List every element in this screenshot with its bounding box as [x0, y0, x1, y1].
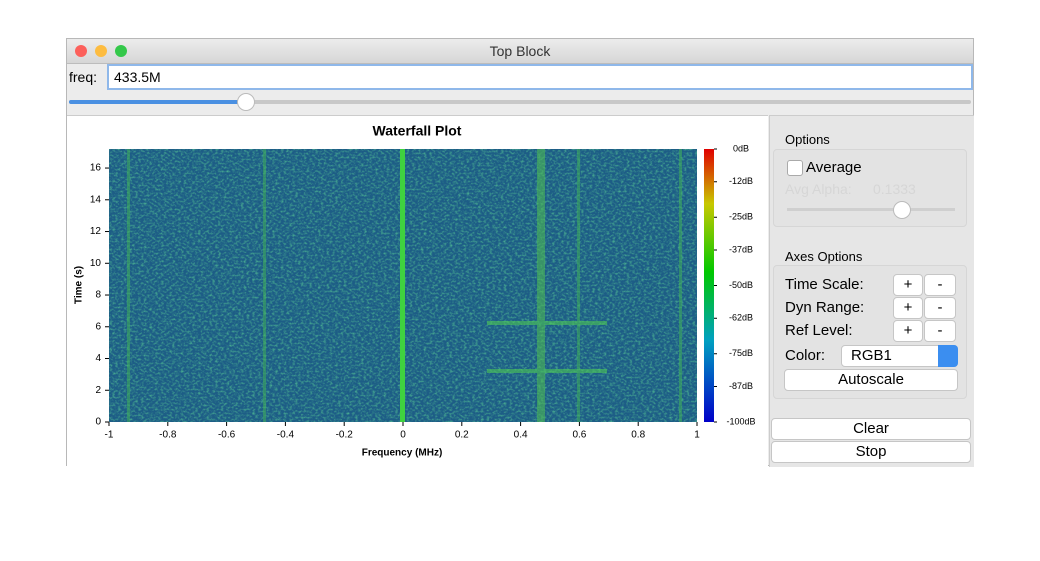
minus-button[interactable]: - — [924, 320, 956, 342]
x-tick-label: -0.6 — [218, 430, 236, 441]
y-tick-label: 14 — [90, 194, 102, 205]
x-tick-label: 1 — [694, 430, 700, 441]
signal-burst — [487, 369, 607, 373]
freq-label: freq: — [69, 69, 98, 85]
colorbar-tick-label: -62dB — [729, 313, 753, 323]
x-tick-label: -0.4 — [277, 430, 295, 441]
signal-stripe — [679, 149, 682, 422]
x-tick-label: 0.8 — [631, 430, 645, 441]
axis-option-label: Time Scale: — [785, 276, 864, 293]
color-label: Color: — [785, 347, 826, 364]
alpha-slider-knob[interactable] — [893, 201, 911, 219]
colorbar — [704, 149, 714, 422]
colorbar-tick-label: -75dB — [729, 348, 753, 358]
axis-option-label: Ref Level: — [785, 322, 853, 339]
y-tick-label: 16 — [90, 163, 102, 174]
x-tick-label: 0.4 — [514, 430, 528, 441]
colorbar-tick-label: -50dB — [729, 280, 753, 290]
color-select[interactable]: RGB1 — [841, 345, 958, 367]
signal-stripe — [263, 149, 266, 422]
plus-button[interactable]: + — [893, 274, 923, 296]
center-carrier — [400, 149, 405, 422]
colorbar-tick-label: -37dB — [729, 244, 753, 254]
slider-track — [69, 100, 971, 104]
colorbar-tick-label: -100dB — [726, 416, 755, 426]
y-tick-label: 2 — [95, 385, 101, 396]
autoscale-button[interactable]: Autoscale — [784, 369, 958, 391]
clear-button[interactable]: Clear — [771, 418, 971, 440]
title-bar: Top Block — [67, 39, 973, 64]
zoom-button[interactable] — [115, 45, 127, 57]
waterfall-signals — [127, 149, 682, 422]
signal-stripe — [537, 149, 545, 422]
plus-button[interactable]: + — [893, 297, 923, 319]
x-axis-label: Frequency (MHz) — [362, 448, 443, 459]
window-title: Top Block — [489, 43, 551, 59]
slider-fill — [69, 100, 247, 104]
alpha-slider-track — [787, 208, 955, 211]
minus-button[interactable]: - — [924, 274, 956, 296]
options-title: Options — [785, 132, 830, 147]
avg-alpha-label: Avg Alpha: — [785, 181, 852, 197]
average-label: Average — [806, 159, 862, 176]
x-tick-label: -1 — [105, 430, 114, 441]
y-tick-label: 8 — [95, 290, 101, 301]
x-tick-label: -0.2 — [336, 430, 354, 441]
y-tick-label: 4 — [95, 353, 101, 364]
colorbar-tick-label: 0dB — [733, 143, 749, 153]
x-tick-label: -0.8 — [159, 430, 177, 441]
stop-button[interactable]: Stop — [771, 441, 971, 463]
x-tick-label: 0.6 — [572, 430, 586, 441]
colorbar-tick-label: -25dB — [729, 212, 753, 222]
minus-button[interactable]: - — [924, 297, 956, 319]
x-tick-label: 0.2 — [455, 430, 469, 441]
average-checkbox[interactable] — [787, 160, 803, 176]
close-button[interactable] — [75, 45, 87, 57]
colorbar-tick-label: -87dB — [729, 381, 753, 391]
slider-knob[interactable] — [237, 93, 255, 111]
x-tick-label: 0 — [400, 430, 406, 441]
y-axis-label: Time (s) — [74, 266, 85, 304]
plus-button[interactable]: + — [893, 320, 923, 342]
signal-stripe — [577, 149, 580, 422]
y-tick-label: 6 — [95, 321, 101, 332]
avg-alpha-value: 0.1333 — [873, 181, 916, 197]
select-arrows — [938, 345, 958, 367]
plot-title: Waterfall Plot — [373, 123, 462, 139]
options-group — [773, 149, 967, 227]
y-tick-label: 12 — [90, 226, 102, 237]
minimize-button[interactable] — [95, 45, 107, 57]
freq-input[interactable]: 433.5M — [107, 64, 973, 90]
axes-options-title: Axes Options — [785, 249, 863, 264]
y-tick-label: 0 — [95, 417, 101, 428]
signal-stripe — [127, 149, 130, 422]
signal-burst — [487, 321, 607, 325]
axis-option-label: Dyn Range: — [785, 299, 865, 316]
colorbar-tick-label: -12dB — [729, 176, 753, 186]
y-tick-label: 10 — [90, 258, 102, 269]
waterfall-chart: Waterfall Plot Frequency (MHz) Time (s) … — [74, 123, 756, 459]
